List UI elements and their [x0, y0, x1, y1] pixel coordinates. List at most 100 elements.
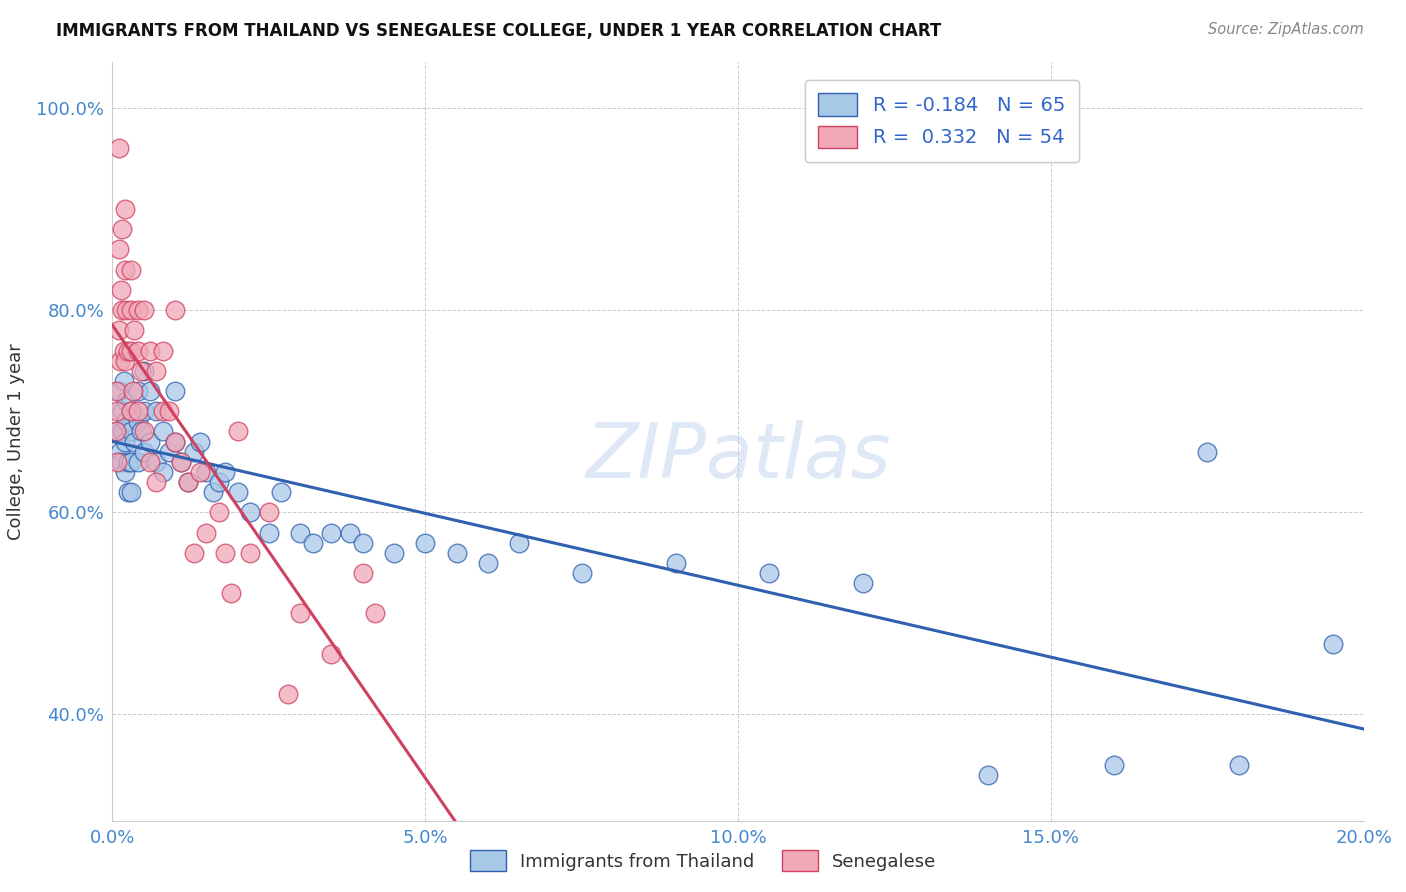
- Point: [170, 455, 193, 469]
- Point: [111, 222, 134, 236]
- Y-axis label: College, Under 1 year: College, Under 1 year: [7, 343, 25, 540]
- Point: [111, 303, 134, 318]
- Point: [188, 434, 211, 449]
- Point: [110, 283, 132, 297]
- Point: [107, 141, 129, 155]
- Point: [852, 576, 875, 591]
- Point: [139, 384, 162, 398]
- Point: [201, 485, 224, 500]
- Point: [239, 505, 262, 519]
- Point: [112, 343, 135, 358]
- Point: [152, 343, 174, 358]
- Point: [105, 384, 128, 398]
- Point: [170, 455, 193, 469]
- Point: [339, 525, 361, 540]
- Point: [195, 465, 218, 479]
- Point: [270, 485, 292, 500]
- Point: [382, 546, 405, 560]
- Point: [112, 374, 135, 388]
- Point: [163, 434, 186, 449]
- Point: [195, 525, 218, 540]
- Point: [127, 343, 149, 358]
- Point: [110, 455, 132, 469]
- Point: [117, 485, 139, 500]
- Point: [107, 384, 129, 398]
- Point: [114, 262, 136, 277]
- Point: [415, 535, 437, 549]
- Point: [139, 434, 162, 449]
- Point: [105, 404, 128, 418]
- Point: [477, 556, 499, 570]
- Point: [129, 364, 152, 378]
- Point: [145, 475, 167, 489]
- Text: Source: ZipAtlas.com: Source: ZipAtlas.com: [1208, 22, 1364, 37]
- Point: [114, 353, 136, 368]
- Point: [290, 525, 312, 540]
- Point: [758, 566, 780, 580]
- Point: [111, 404, 134, 418]
- Point: [107, 323, 129, 337]
- Point: [120, 404, 142, 418]
- Point: [127, 414, 149, 428]
- Point: [183, 444, 205, 458]
- Point: [214, 465, 236, 479]
- Point: [117, 455, 139, 469]
- Point: [152, 404, 174, 418]
- Point: [107, 243, 129, 257]
- Point: [132, 425, 155, 439]
- Point: [508, 535, 530, 549]
- Point: [145, 364, 167, 378]
- Point: [107, 455, 129, 469]
- Point: [1197, 444, 1219, 458]
- Point: [301, 535, 323, 549]
- Point: [221, 586, 243, 600]
- Point: [132, 364, 155, 378]
- Point: [364, 607, 387, 621]
- Point: [127, 303, 149, 318]
- Point: [111, 425, 134, 439]
- Point: [176, 475, 198, 489]
- Point: [115, 394, 138, 409]
- Point: [977, 768, 1000, 782]
- Point: [277, 687, 299, 701]
- Point: [163, 384, 186, 398]
- Point: [107, 425, 129, 439]
- Legend: R = -0.184   N = 65, R =  0.332   N = 54: R = -0.184 N = 65, R = 0.332 N = 54: [804, 79, 1078, 161]
- Point: [571, 566, 593, 580]
- Point: [108, 353, 131, 368]
- Point: [120, 485, 142, 500]
- Point: [124, 434, 146, 449]
- Point: [664, 556, 686, 570]
- Point: [208, 505, 231, 519]
- Point: [132, 444, 155, 458]
- Point: [1102, 758, 1125, 772]
- Point: [208, 475, 231, 489]
- Point: [120, 404, 142, 418]
- Point: [120, 455, 142, 469]
- Point: [127, 455, 149, 469]
- Point: [446, 546, 468, 560]
- Point: [114, 202, 136, 216]
- Text: ZIPatlas: ZIPatlas: [585, 420, 891, 493]
- Point: [214, 546, 236, 560]
- Point: [152, 425, 174, 439]
- Point: [139, 455, 162, 469]
- Point: [1227, 758, 1250, 772]
- Point: [124, 323, 146, 337]
- Point: [163, 434, 186, 449]
- Point: [121, 384, 143, 398]
- Point: [114, 434, 136, 449]
- Point: [183, 546, 205, 560]
- Point: [352, 566, 374, 580]
- Point: [157, 404, 180, 418]
- Point: [152, 465, 174, 479]
- Point: [129, 425, 152, 439]
- Point: [120, 425, 142, 439]
- Point: [117, 343, 139, 358]
- Point: [226, 425, 249, 439]
- Point: [114, 465, 136, 479]
- Point: [321, 647, 343, 661]
- Text: IMMIGRANTS FROM THAILAND VS SENEGALESE COLLEGE, UNDER 1 YEAR CORRELATION CHART: IMMIGRANTS FROM THAILAND VS SENEGALESE C…: [56, 22, 942, 40]
- Legend: Immigrants from Thailand, Senegalese: Immigrants from Thailand, Senegalese: [463, 843, 943, 879]
- Point: [108, 444, 131, 458]
